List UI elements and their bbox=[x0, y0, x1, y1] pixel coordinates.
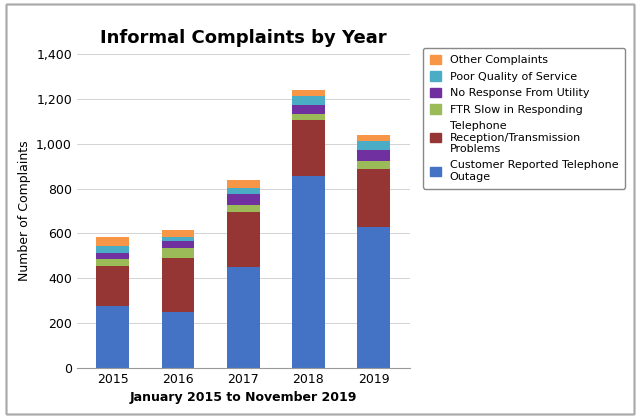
Bar bbox=[227, 267, 259, 368]
Bar bbox=[227, 212, 259, 267]
Bar bbox=[97, 259, 129, 266]
Bar bbox=[162, 230, 195, 237]
Bar bbox=[292, 114, 324, 120]
Bar bbox=[162, 258, 195, 312]
Bar bbox=[292, 96, 324, 105]
Bar bbox=[227, 206, 259, 212]
Bar bbox=[97, 246, 129, 252]
Bar bbox=[97, 266, 129, 306]
Legend: Other Complaints, Poor Quality of Service, No Response From Utility, FTR Slow in: Other Complaints, Poor Quality of Servic… bbox=[423, 48, 625, 189]
Y-axis label: Number of Complaints: Number of Complaints bbox=[17, 141, 31, 281]
Bar bbox=[357, 227, 390, 368]
Bar bbox=[357, 168, 390, 227]
Bar bbox=[227, 188, 259, 194]
X-axis label: January 2015 to November 2019: January 2015 to November 2019 bbox=[129, 391, 357, 404]
Bar bbox=[97, 306, 129, 368]
Title: Informal Complaints by Year: Informal Complaints by Year bbox=[100, 29, 387, 47]
Bar bbox=[162, 241, 195, 248]
Bar bbox=[357, 140, 390, 150]
Bar bbox=[292, 90, 324, 96]
Bar bbox=[292, 120, 324, 176]
Bar bbox=[162, 312, 195, 368]
Bar bbox=[227, 180, 259, 188]
Bar bbox=[292, 105, 324, 114]
Bar bbox=[227, 194, 259, 206]
Bar bbox=[357, 135, 390, 140]
Bar bbox=[97, 252, 129, 259]
Bar bbox=[357, 161, 390, 168]
Bar bbox=[357, 150, 390, 161]
Bar bbox=[97, 237, 129, 246]
Bar bbox=[162, 237, 195, 241]
Bar bbox=[292, 176, 324, 368]
Bar bbox=[162, 248, 195, 258]
